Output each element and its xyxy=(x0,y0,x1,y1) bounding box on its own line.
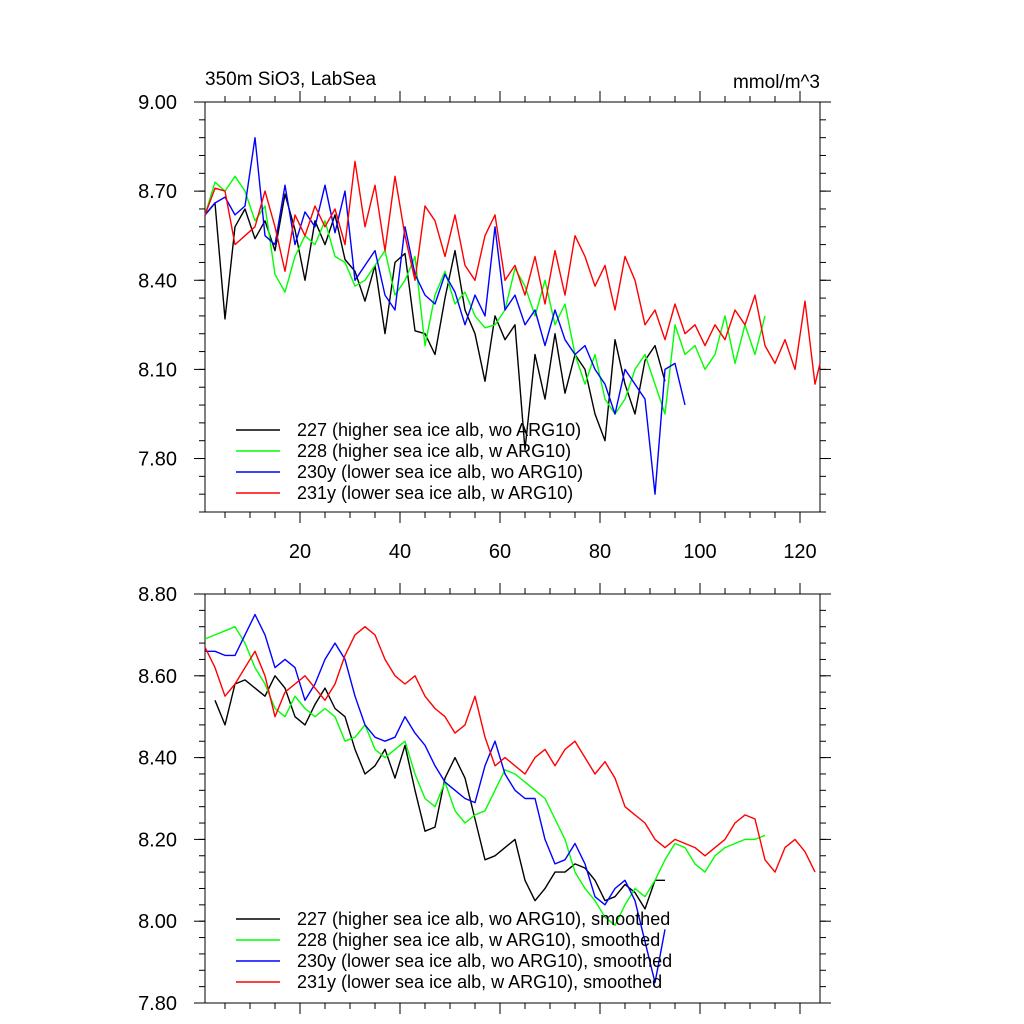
bottom-panel: 7.80 8.00 8.20 8.40 8.60 8.80 227 (higher sea … xyxy=(138,583,831,1015)
y-tick-label: 8.60 xyxy=(138,666,177,688)
top-panel: 350m SiO3, LabSea mmol/m^3 7.80 8.10 8.40 8.7… xyxy=(138,69,831,563)
series-line-2 xyxy=(205,613,666,984)
y-tick-label: 8.70 xyxy=(138,181,177,203)
y-tick-label: 8.40 xyxy=(138,748,177,770)
legend-label-2: 230y (lower sea ice alb, wo ARG10) xyxy=(297,462,583,482)
chart-title: 350m SiO3, LabSea xyxy=(205,69,377,90)
y-tick-label: 7.80 xyxy=(138,993,177,1015)
x-tick-label: 80 xyxy=(589,541,611,563)
x-tick-label: 100 xyxy=(683,541,716,563)
plot-frame xyxy=(204,593,821,1004)
legend-label-0: 227 (higher sea ice alb, wo ARG10) xyxy=(297,420,581,440)
x-tick-label: 40 xyxy=(389,541,411,563)
legend-label-3: 231y (lower sea ice alb, w ARG10) xyxy=(297,483,573,503)
units-label: mmol/m^3 xyxy=(733,72,820,93)
series-line-3 xyxy=(204,160,821,385)
x-tick-label: 20 xyxy=(289,541,311,563)
y-tick-label: 8.10 xyxy=(138,359,177,381)
series-line-2 xyxy=(204,136,686,495)
x-tick-label: 120 xyxy=(783,541,816,563)
legend-label-2: 230y (lower sea ice alb, wo ARG10), smoo… xyxy=(297,951,672,971)
legend-label-1: 228 (higher sea ice alb, w ARG10) xyxy=(297,441,571,461)
legend-label-3: 231y (lower sea ice alb, w ARG10), smoot… xyxy=(297,972,662,992)
series-line-0 xyxy=(214,675,665,910)
y-tick-label: 8.20 xyxy=(138,829,177,851)
legend-label-0: 227 (higher sea ice alb, wo ARG10), smoo… xyxy=(297,909,670,929)
series-line-0 xyxy=(204,193,666,451)
y-tick-label: 9.00 xyxy=(138,92,177,114)
series-line-1 xyxy=(204,626,766,926)
series-line-1 xyxy=(204,175,766,415)
plot-frame xyxy=(204,101,821,513)
x-tick-label: 60 xyxy=(489,541,511,563)
y-tick-label: 8.00 xyxy=(138,911,177,933)
legend-label-1: 228 (higher sea ice alb, w ARG10), smoot… xyxy=(297,930,660,950)
y-tick-label: 8.80 xyxy=(138,584,177,606)
series-line-3 xyxy=(204,626,816,873)
y-tick-label: 7.80 xyxy=(138,449,177,471)
y-tick-label: 8.40 xyxy=(138,270,177,292)
